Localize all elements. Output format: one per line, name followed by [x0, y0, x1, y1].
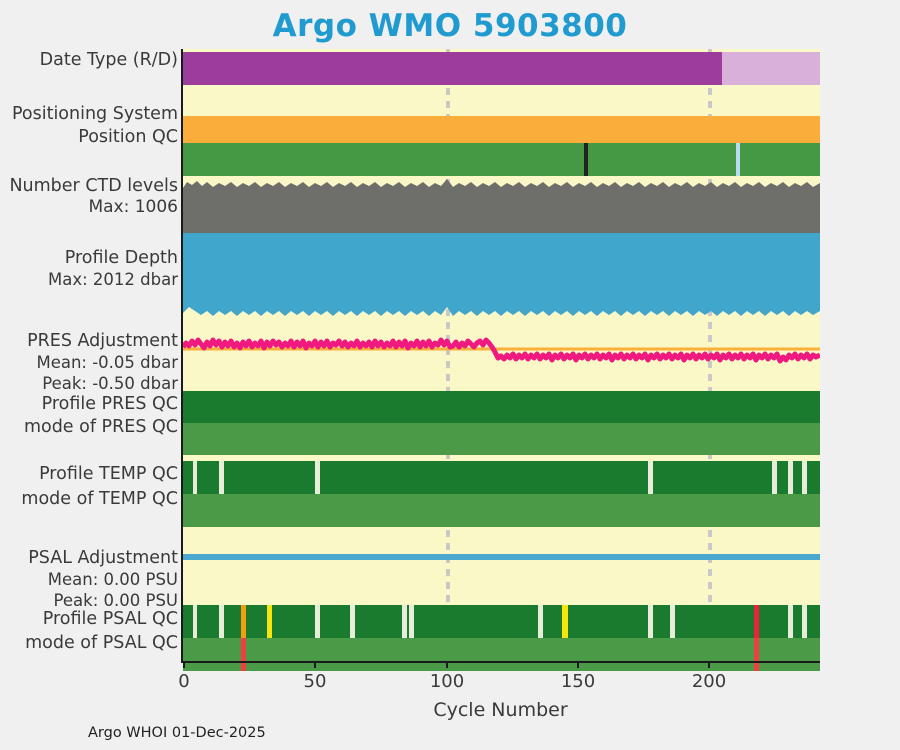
temp-qc-gap	[772, 461, 777, 494]
label-depth-max: Max: 2012 dbar	[48, 270, 178, 289]
psal-qc-gap	[409, 605, 414, 638]
footer-credit: Argo WHOI 01-Dec-2025	[88, 725, 266, 741]
psal-qc-gap	[402, 605, 407, 638]
psal-qc-gap	[315, 605, 320, 638]
label-profile-psal-qc: Profile PSAL QC	[43, 609, 178, 630]
band-profile-temp-qc	[183, 461, 820, 494]
temp-qc-gap	[788, 461, 793, 494]
label-pres-adjustment-text: PRES Adjustment	[27, 331, 178, 351]
x-tick-0	[183, 661, 185, 668]
label-mode-of-temp-qc-text: mode of TEMP QC	[21, 489, 178, 509]
mode-psal-qc-flag-red	[754, 638, 759, 671]
psal-qc-flag-red	[754, 605, 759, 638]
band-position-qc	[183, 143, 820, 176]
label-profile-psal-qc-text: Profile PSAL QC	[42, 609, 178, 629]
x-tick-label-150: 150	[560, 671, 596, 692]
psal-qc-gap	[350, 605, 355, 638]
label-mode-of-pres-qc: mode of PRES QC	[24, 417, 178, 438]
label-mode-of-pres-qc-text: mode of PRES QC	[23, 417, 178, 437]
psal-qc-gap	[648, 605, 653, 638]
temp-qc-gap	[802, 461, 807, 494]
psal-qc-gap	[538, 605, 543, 638]
label-mode-of-temp-qc: mode of TEMP QC	[21, 489, 178, 510]
label-psal-mean: Mean: 0.00 PSU	[47, 570, 178, 589]
label-profile-temp-qc-text: Profile TEMP QC	[39, 464, 178, 484]
label-profile-pres-qc-text: Profile PRES QC	[41, 394, 178, 414]
temp-qc-gap	[193, 461, 197, 494]
pres-adjustment-plot	[183, 337, 820, 364]
label-psal-adjustment: PSAL Adjustment Mean: 0.00 PSU Peak: 0.0…	[28, 548, 178, 611]
label-psal-adjustment-text: PSAL Adjustment	[28, 548, 178, 568]
psal-adjustment-line	[183, 554, 820, 560]
band-positioning-system	[183, 116, 820, 143]
label-ctd-max: Max: 1006	[88, 197, 178, 217]
x-tick-label-50: 50	[303, 671, 327, 692]
label-pres-mean: Mean: -0.05 dbar	[36, 353, 178, 372]
label-number-ctd-levels: Number CTD levels Max: 1006	[9, 176, 178, 218]
page-title: Argo WMO 5903800	[272, 8, 628, 44]
label-position-qc: Position QC	[78, 127, 178, 148]
mode-psal-qc-flag-red	[241, 638, 246, 671]
profile-depth-area	[183, 233, 820, 316]
date-type-real-time	[183, 52, 722, 85]
label-position-qc-text: Position QC	[78, 127, 178, 147]
label-pres-adjustment: PRES Adjustment Mean: -0.05 dbar Peak: -…	[27, 331, 178, 394]
label-profile-temp-qc: Profile TEMP QC	[39, 464, 178, 485]
label-positioning-system: Positioning System	[12, 104, 178, 125]
gridline-100	[446, 49, 450, 661]
label-profile-depth: Profile Depth Max: 2012 dbar	[48, 248, 178, 290]
psal-qc-gap	[193, 605, 197, 638]
band-psal-adjustment	[183, 527, 820, 605]
position-qc-flag-lightblue	[736, 143, 740, 176]
x-tick-100	[446, 661, 448, 668]
psal-qc-gap	[670, 605, 675, 638]
band-mode-of-pres-qc	[183, 423, 820, 455]
band-profile-depth	[183, 233, 820, 321]
x-tick-50	[314, 661, 316, 668]
label-mode-of-psal-qc: mode of PSAL QC	[25, 633, 178, 654]
x-axis-line	[181, 661, 820, 663]
x-tick-200	[708, 661, 710, 668]
x-tick-label-200: 200	[691, 671, 727, 692]
band-date-type	[183, 52, 820, 85]
label-date-type: Date Type (R/D)	[40, 50, 178, 71]
x-tick-label-0: 0	[178, 671, 190, 692]
temp-qc-gap	[315, 461, 320, 494]
temp-qc-gap	[219, 461, 224, 494]
temp-qc-gap	[648, 461, 653, 494]
band-profile-psal-qc	[183, 605, 820, 638]
label-date-type-text: Date Type (R/D)	[39, 50, 178, 70]
psal-qc-gap	[219, 605, 224, 638]
plot-area	[181, 49, 820, 671]
date-type-delayed-mode	[722, 52, 820, 85]
label-number-ctd-levels-text: Number CTD levels	[9, 176, 178, 196]
x-tick-label-100: 100	[429, 671, 465, 692]
psal-qc-flag-yellow	[562, 605, 568, 638]
label-positioning-system-text: Positioning System	[11, 104, 178, 124]
band-mode-of-psal-qc	[183, 638, 820, 671]
x-axis-label: Cycle Number	[433, 699, 568, 721]
psal-qc-gap	[802, 605, 807, 638]
band-pres-adjustment	[183, 321, 820, 391]
label-psal-peak: Peak: 0.00 PSU	[53, 591, 178, 610]
psal-qc-flag-yellow	[267, 605, 272, 638]
x-tick-150	[577, 661, 579, 668]
band-mode-of-temp-qc	[183, 494, 820, 527]
label-pres-peak: Peak: -0.50 dbar	[42, 374, 178, 393]
label-profile-depth-text: Profile Depth	[64, 248, 178, 268]
position-qc-flag-black	[584, 143, 588, 176]
label-profile-pres-qc: Profile PRES QC	[42, 394, 178, 415]
psal-qc-flag-orange	[241, 605, 246, 638]
label-mode-of-psal-qc-text: mode of PSAL QC	[25, 633, 178, 653]
band-profile-pres-qc	[183, 391, 820, 423]
psal-qc-gap	[788, 605, 793, 638]
